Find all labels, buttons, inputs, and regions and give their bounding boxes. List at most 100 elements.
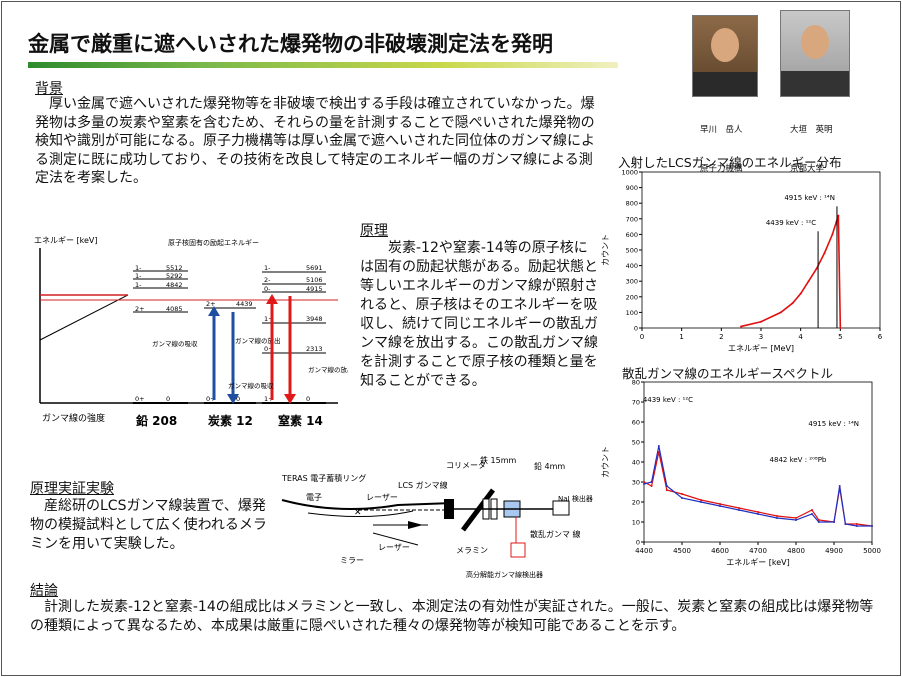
- level-spin: 1+: [264, 395, 274, 403]
- x-axis-label: エネルギー [keV]: [726, 558, 790, 567]
- n14-levels: 1- 5691 2- 5106 0- 4915 1+ 3948 0+ 2313 …: [228, 264, 348, 428]
- data-point: [871, 525, 873, 527]
- series-line: [643, 445, 872, 527]
- person-affiliation: 原子力機構: [700, 164, 743, 174]
- data-point: [844, 523, 847, 525]
- level-energy: 0: [306, 395, 310, 403]
- annotation-label: 4439 keV : ¹²C: [643, 396, 693, 404]
- person-photo-2: [780, 10, 850, 97]
- x-tick-label: 4700: [749, 547, 767, 555]
- x-tick-label: 5000: [863, 547, 881, 555]
- principle-heading: 原理: [360, 223, 388, 239]
- scatter-spectrum-chart: 4400 4500 4600 4700 4800 4900 5000 0 10 20 30 40 50 6…: [601, 379, 881, 568]
- level-spin: 1-: [135, 264, 142, 272]
- experiment-heading: 原理実証実験: [30, 481, 114, 497]
- data-point: [740, 325, 743, 328]
- y-tick-label: 0: [634, 325, 638, 333]
- y-tick-label: 30: [632, 479, 640, 487]
- level-energy: 3948: [306, 315, 323, 323]
- svg-text:✕: ✕: [354, 508, 362, 518]
- y-tick-label: 500: [626, 247, 638, 255]
- emit-label: ガンマ線の放出: [235, 336, 281, 345]
- y-axis-label: カウント: [601, 446, 610, 478]
- x-tick-label: 3: [759, 333, 763, 341]
- y-tick-label: 900: [626, 184, 638, 192]
- y-tick-label: 70: [632, 399, 640, 407]
- title-underline: [28, 62, 618, 68]
- y-tick-label: 100: [626, 309, 638, 317]
- x-tick-label: 2: [719, 333, 723, 341]
- data-point: [650, 481, 653, 483]
- data-point: [681, 493, 683, 495]
- data-point: [823, 252, 826, 255]
- data-point: [719, 505, 721, 507]
- y-tick-label: 20: [632, 499, 640, 507]
- scatter-label: 散乱ガンマ 線: [530, 529, 581, 539]
- data-point: [776, 517, 778, 519]
- level-energy: 5106: [306, 276, 323, 284]
- level-spin: 0+: [135, 395, 145, 403]
- data-point: [799, 292, 802, 295]
- level-energy: 0: [166, 395, 170, 403]
- energy-level-diagram: エネルギー [keV] 原子核固有の励起エネルギー ガンマ線の強度 1- 551…: [34, 236, 348, 428]
- laser-label-1: レーザー: [366, 493, 398, 502]
- electron-label: 電子: [306, 493, 322, 502]
- level-spin: 2+: [135, 305, 145, 313]
- annotation-label: 4439 keV : ¹²C: [766, 219, 816, 227]
- x-tick-label: 4600: [711, 547, 729, 555]
- x-tick-label: 6: [878, 333, 883, 341]
- annotation-label: 4915 keV : ¹⁴N: [808, 420, 859, 428]
- y-tick-label: 10: [632, 519, 640, 527]
- lcs-label: LCS ガンマ線: [398, 480, 448, 490]
- hpge-detector: [510, 542, 526, 558]
- data-point: [810, 513, 813, 515]
- data-point: [807, 280, 810, 283]
- level-energy: 5512: [166, 264, 183, 272]
- x-tick-label: 5: [838, 333, 842, 341]
- nai-label: NaI 検出器: [558, 494, 593, 503]
- data-point: [838, 485, 841, 487]
- person-name: 早川 岳人: [700, 125, 743, 135]
- collimator: [444, 499, 454, 519]
- data-point: [719, 503, 721, 505]
- data-point: [700, 501, 702, 503]
- chart1-title: 入射したLCSガンマ線のエネルギー分布: [618, 155, 842, 170]
- collimator-label: コリメータ: [446, 461, 486, 470]
- data-point: [839, 327, 842, 329]
- data-point: [833, 521, 835, 523]
- y-axis-label: カウント: [601, 234, 610, 266]
- level-spin: 1-: [135, 272, 142, 280]
- level-spin: 1+: [264, 315, 274, 323]
- x-tick-label: 4800: [787, 547, 805, 555]
- data-point: [855, 525, 858, 527]
- data-point: [757, 513, 759, 515]
- level-spin: 0-: [264, 285, 271, 293]
- data-point: [815, 267, 818, 270]
- nai-detector: [552, 500, 570, 516]
- data-point: [810, 509, 813, 511]
- principle-text: 炭素-12や窒素-14等の原子核には固有の励起状態がある。励起状態と等しいエネル…: [360, 240, 598, 389]
- x-tick-label: 1: [679, 333, 683, 341]
- data-point: [776, 515, 778, 517]
- n-emit-label: ガンマ線の放出: [308, 365, 348, 374]
- data-point: [650, 485, 653, 487]
- y-tick-label: 80: [632, 379, 640, 387]
- mirror-label: ミラー: [340, 556, 364, 565]
- data-point: [643, 483, 645, 485]
- x-tick-label: 4500: [673, 547, 691, 555]
- laser-label-2: レーザー: [378, 543, 410, 552]
- data-point: [738, 507, 740, 509]
- lead-label: 鉛 4mm: [534, 461, 565, 471]
- y-tick-label: 60: [632, 419, 640, 427]
- y-tick-label: 40: [632, 459, 640, 467]
- person-name: 大垣 英明: [790, 125, 833, 135]
- level-energy: 4915: [306, 285, 323, 293]
- background-heading: 背景: [35, 81, 63, 97]
- data-point: [855, 523, 858, 525]
- x-tick-label: 4400: [635, 547, 653, 555]
- x-tick-label: 4900: [825, 547, 843, 555]
- level-ylabel: エネルギー [keV]: [34, 236, 98, 245]
- level-energy: 4842: [166, 281, 183, 289]
- experimental-setup-diagram: TERAS 電子蓄積リング 電子 レーザー ✕ レーザー ミラー LCS ガンマ…: [281, 455, 593, 579]
